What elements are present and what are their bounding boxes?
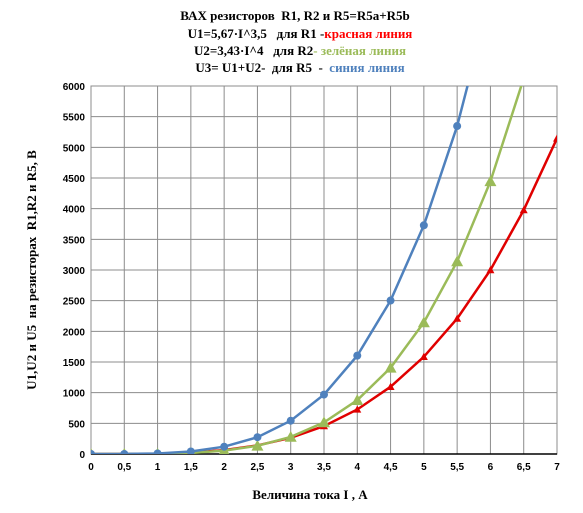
point <box>251 439 264 451</box>
point <box>553 134 557 142</box>
y-tick-label: 5000 <box>63 143 86 154</box>
x-tick-label: 5 <box>421 462 427 473</box>
x-tick-label: 3 <box>288 462 294 473</box>
y-tick-label: 1000 <box>63 389 86 400</box>
subtitle-part: - зелёная линия <box>313 43 406 58</box>
point <box>220 442 229 451</box>
x-tick-label: 0,5 <box>117 462 131 473</box>
point <box>519 206 528 214</box>
x-tick-label: 6 <box>488 462 494 473</box>
point <box>353 351 362 360</box>
point <box>286 416 295 425</box>
point <box>351 394 364 405</box>
y-axis-label: U1,U2 и U5 на резисторах R1,R2 и R5, В <box>24 150 39 390</box>
point <box>386 296 395 305</box>
point <box>186 447 195 454</box>
point <box>453 314 462 322</box>
point <box>318 416 330 428</box>
point <box>120 449 129 454</box>
x-tick-label: 4 <box>355 462 361 473</box>
x-tick-label: 1 <box>155 462 161 473</box>
point <box>486 0 494 1</box>
point <box>419 221 428 230</box>
y-tick-label: 5500 <box>63 113 86 124</box>
y-tick-label: 500 <box>68 419 85 430</box>
chart-title: ВАХ резисторов R1, R2 и R5=R5a+R5b <box>180 8 409 23</box>
point <box>453 122 462 131</box>
subtitle-part: синия линия <box>329 60 404 75</box>
x-tick-label: 2,5 <box>250 462 264 473</box>
y-tick-label: 3000 <box>63 266 86 277</box>
y-tick-label: 6000 <box>63 82 86 93</box>
y-tick-label: 2000 <box>63 327 86 338</box>
point <box>353 405 362 413</box>
y-tick-label: 4500 <box>63 174 86 185</box>
subtitle: U1=5,67·I^3,5 для R1 -красная линия <box>188 26 413 41</box>
point <box>386 382 395 390</box>
point <box>419 352 428 360</box>
x-tick-label: 6,5 <box>517 462 531 473</box>
subtitle-part: U1=5,67·I^3,5 для R1 - <box>188 26 325 41</box>
x-tick-label: 7 <box>554 462 560 473</box>
point <box>484 175 497 187</box>
x-tick-label: 2 <box>221 462 227 473</box>
subtitle-part: U3= U1+U2- для R5 - <box>195 60 329 75</box>
x-axis-label: Величина тока I , А <box>252 487 368 502</box>
x-tick-label: 5,5 <box>450 462 464 473</box>
x-tick-label: 0 <box>88 462 94 473</box>
point <box>417 316 430 328</box>
point <box>284 430 297 442</box>
subtitle: U3= U1+U2- для R5 - синия линия <box>195 60 404 75</box>
subtitle-part: красная линия <box>324 26 412 41</box>
point <box>153 449 162 454</box>
y-tick-label: 3500 <box>63 235 86 246</box>
plot-layer <box>91 0 557 454</box>
y-tick-label: 0 <box>79 450 85 461</box>
point <box>91 450 95 454</box>
y-tick-label: 2500 <box>63 297 86 308</box>
point <box>451 255 464 267</box>
point <box>253 433 262 442</box>
x-tick-label: 4,5 <box>384 462 398 473</box>
x-tick-label: 3,5 <box>317 462 331 473</box>
subtitle-part: U2=3,43·I^4 для R2 <box>194 43 313 58</box>
subtitle: U2=3,43·I^4 для R2- зелёная линия <box>194 43 406 58</box>
point <box>384 361 397 373</box>
point <box>518 72 530 83</box>
point <box>486 266 495 274</box>
point <box>320 390 328 399</box>
y-tick-label: 4000 <box>63 205 86 216</box>
y-tick-label: 1500 <box>63 358 86 369</box>
x-tick-label: 1,5 <box>184 462 198 473</box>
